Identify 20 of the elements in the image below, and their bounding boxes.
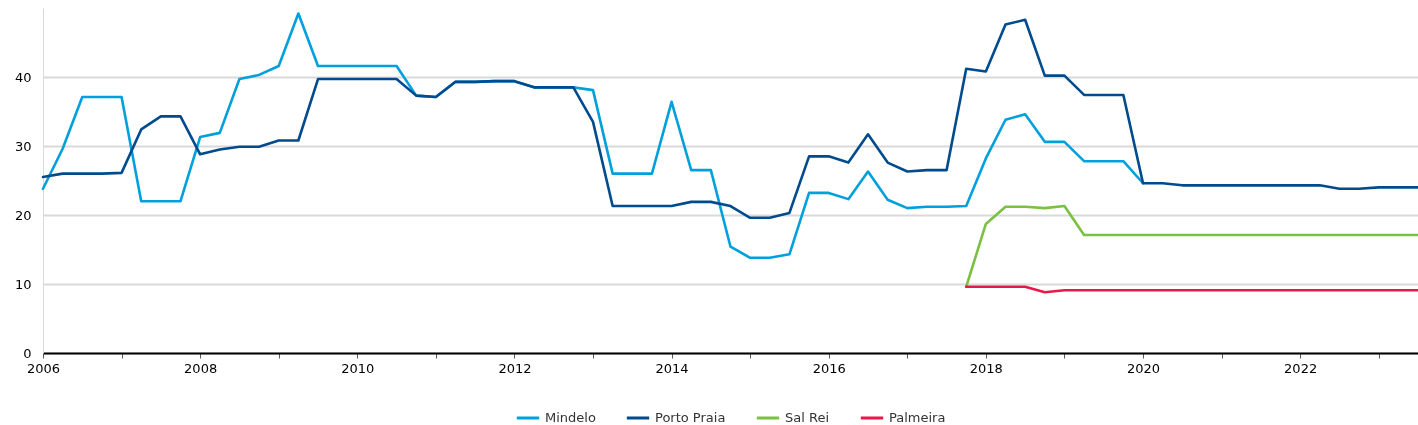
legend-label: Mindelo [545,410,596,425]
line-series [964,204,1418,289]
y-tick-label: 0 [23,345,32,361]
line-series [41,18,1418,220]
y-tick-label: 20 [14,207,32,223]
x-tick-label: 2016 [812,360,846,376]
x-tick-label: 2014 [655,360,689,376]
x-tick-label: 2008 [184,360,218,376]
x-tick-label: 2022 [1284,360,1318,376]
x-tick-label: 2010 [341,360,375,376]
legend-label: Palmeira [889,410,946,425]
x-tick-label: 2018 [969,360,1003,376]
y-tick-label: 40 [14,69,32,85]
x-tick-label: 2012 [498,360,532,376]
x-tick-label: 2020 [1126,360,1161,376]
legend-label: Porto Praia [655,410,726,425]
legend-label: Sal Rei [785,410,830,425]
y-tick-label: 30 [14,138,32,154]
y-tick-label: 10 [14,276,32,292]
x-tick-label: 2006 [26,360,61,376]
